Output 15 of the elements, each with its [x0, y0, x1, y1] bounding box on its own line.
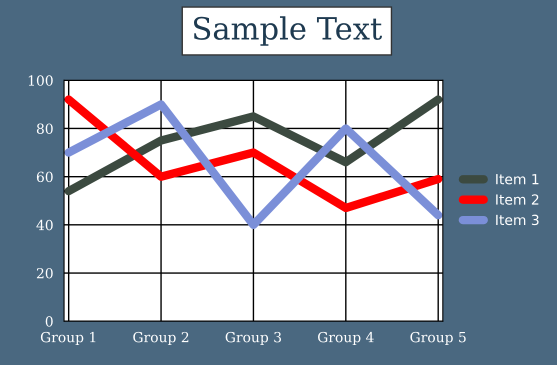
y-tick-label: 0: [46, 316, 53, 327]
y-tick-label: 100: [28, 75, 53, 86]
x-tick-label: Group 4: [318, 332, 374, 346]
x-tick-label: Group 2: [133, 332, 188, 346]
legend-label: Item 2: [496, 194, 538, 205]
x-tick-label: Group 1: [40, 332, 96, 346]
legend-label: Item 3: [496, 214, 539, 226]
y-tick-label: 20: [36, 268, 53, 278]
y-tick-label: 80: [36, 123, 53, 134]
legend-label: Item 1: [496, 174, 538, 184]
chart-title: Sample Text: [194, 16, 382, 46]
x-tick-label: Group 5: [410, 332, 466, 346]
y-tick-label: 60: [36, 172, 53, 182]
x-tick-label: Group 3: [226, 332, 281, 346]
y-tick-label: 40: [36, 220, 53, 230]
